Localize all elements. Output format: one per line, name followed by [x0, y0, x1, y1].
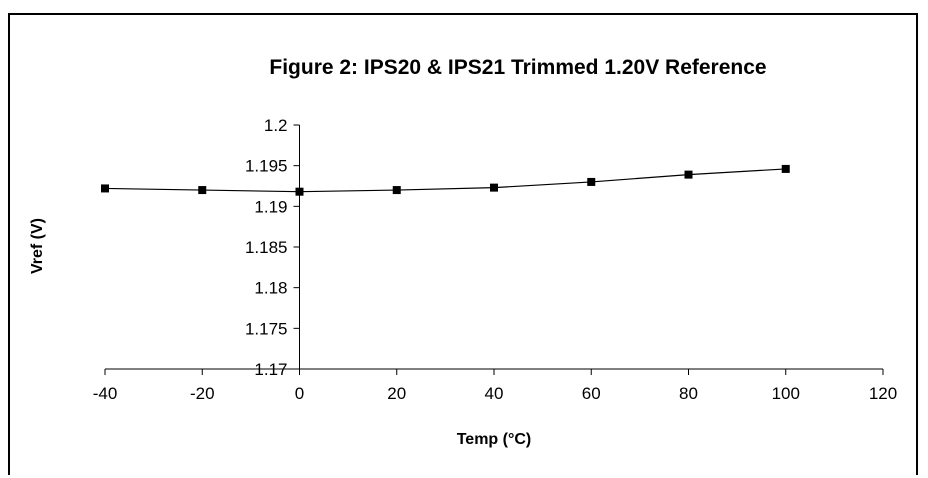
data-point	[101, 184, 109, 193]
data-point	[490, 183, 498, 192]
series-line	[104, 168, 786, 193]
tick-labels: -40 -20 0 20 40 60 80 100 120 1.17 1.175 1.18 1.185 1…	[93, 116, 897, 403]
data-point	[392, 186, 401, 195]
x-tick-label: 80	[679, 384, 698, 403]
plot-area	[101, 164, 790, 196]
chart-frame	[8, 13, 918, 475]
y-tick-label: 1.19	[254, 197, 287, 216]
y-axis-title: Vref (V)	[29, 218, 46, 274]
y-tick-label: 1.18	[254, 279, 287, 298]
y-tick-label: 1.2	[264, 116, 288, 135]
axes	[104, 124, 884, 375]
x-axis-title: Temp (°C)	[457, 431, 532, 448]
x-tick-label: 60	[582, 384, 601, 403]
data-point	[295, 187, 304, 196]
y-tick-label: 1.195	[245, 157, 288, 176]
data-point	[198, 186, 207, 195]
chart-title: Figure 2: IPS20 & IPS21 Trimmed 1.20V Re…	[269, 56, 766, 79]
y-tick-label: 1.185	[245, 238, 288, 257]
data-point	[684, 170, 693, 179]
x-tick-label: 40	[485, 384, 504, 403]
x-tick-label: 20	[387, 384, 406, 403]
y-tick-label: 1.17	[254, 360, 287, 379]
x-tick-label: 0	[295, 384, 304, 403]
x-tick-label: 120	[869, 384, 897, 403]
x-tick-label: 100	[772, 384, 800, 403]
x-tick-label: -40	[93, 384, 118, 403]
x-tick-label: -20	[190, 384, 215, 403]
y-tick-label: 1.175	[245, 319, 288, 338]
data-point	[587, 177, 596, 186]
data-point	[781, 164, 790, 173]
